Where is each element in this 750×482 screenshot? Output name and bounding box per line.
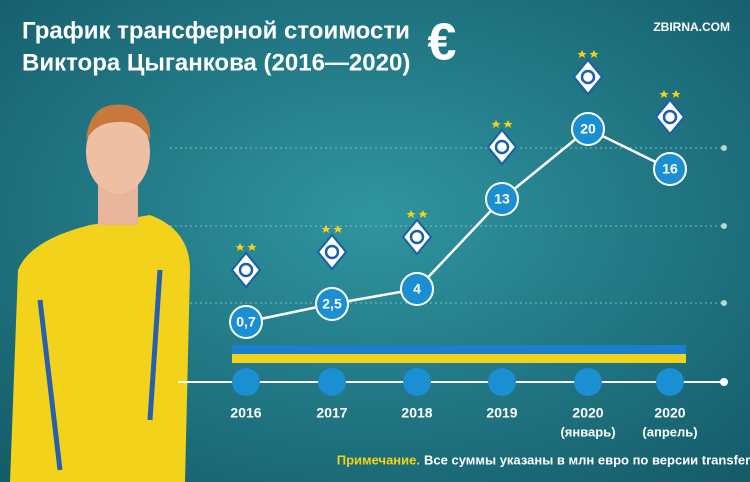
point [571, 112, 605, 146]
point [485, 182, 519, 216]
club-logo-ring [238, 262, 254, 278]
club-logo-ring [324, 244, 340, 260]
stars [491, 120, 513, 128]
x-tick-label: 2020 [572, 405, 603, 421]
club-logo [230, 251, 262, 289]
watermark: ZBIRNA.COM [653, 20, 730, 34]
stars [321, 225, 343, 233]
timeline-dot [656, 368, 684, 396]
value-label: 2,5 [322, 296, 342, 312]
timeline-dot [403, 368, 431, 396]
timeline-end [720, 378, 728, 386]
club-logo-ring [494, 139, 510, 155]
point [229, 305, 263, 339]
club-logo [654, 98, 686, 136]
stars [235, 243, 257, 251]
stars [577, 50, 599, 58]
value-label: 4 [413, 281, 421, 297]
timeline-dot [488, 368, 516, 396]
chart-title: Виктора Цыганкова (2016—2020) [22, 49, 410, 76]
point [400, 272, 434, 306]
stars [406, 210, 428, 218]
chart-title: График трансферной стоимости [22, 17, 410, 44]
club-logo [316, 233, 348, 271]
value-label: 20 [580, 121, 596, 137]
note: Все суммы указаны в млн евро по версии t… [424, 452, 750, 467]
value-label: 13 [494, 191, 510, 207]
x-tick-note: (январь) [560, 424, 615, 439]
stars [659, 90, 681, 98]
x-tick-label: 2020 [654, 405, 685, 421]
x-tick-label: 2017 [316, 405, 347, 421]
x-tick-label: 2019 [486, 405, 517, 421]
player-photo [10, 104, 190, 482]
club-logo-ring [662, 109, 678, 125]
guide-ends [721, 145, 727, 306]
x-tick-label: 2016 [230, 405, 261, 421]
x-tick-label: 2018 [401, 405, 432, 421]
point [315, 287, 349, 321]
value-label: 0,7 [236, 314, 256, 330]
timeline-dot [318, 368, 346, 396]
club-logo [401, 218, 433, 256]
value-label: 16 [662, 161, 678, 177]
flag-yellow [232, 354, 686, 363]
club-logo-ring [409, 229, 425, 245]
timeline-dot [574, 368, 602, 396]
currency-symbol: € [428, 14, 457, 72]
flag-blue [232, 345, 686, 354]
guides [170, 147, 722, 304]
club-logo [486, 128, 518, 166]
note-label: Примечание. [337, 452, 420, 467]
club-logo [572, 58, 604, 96]
club-logo-ring [580, 69, 596, 85]
x-tick-note: (апрель) [642, 424, 697, 439]
point [653, 152, 687, 186]
timeline-dot [232, 368, 260, 396]
